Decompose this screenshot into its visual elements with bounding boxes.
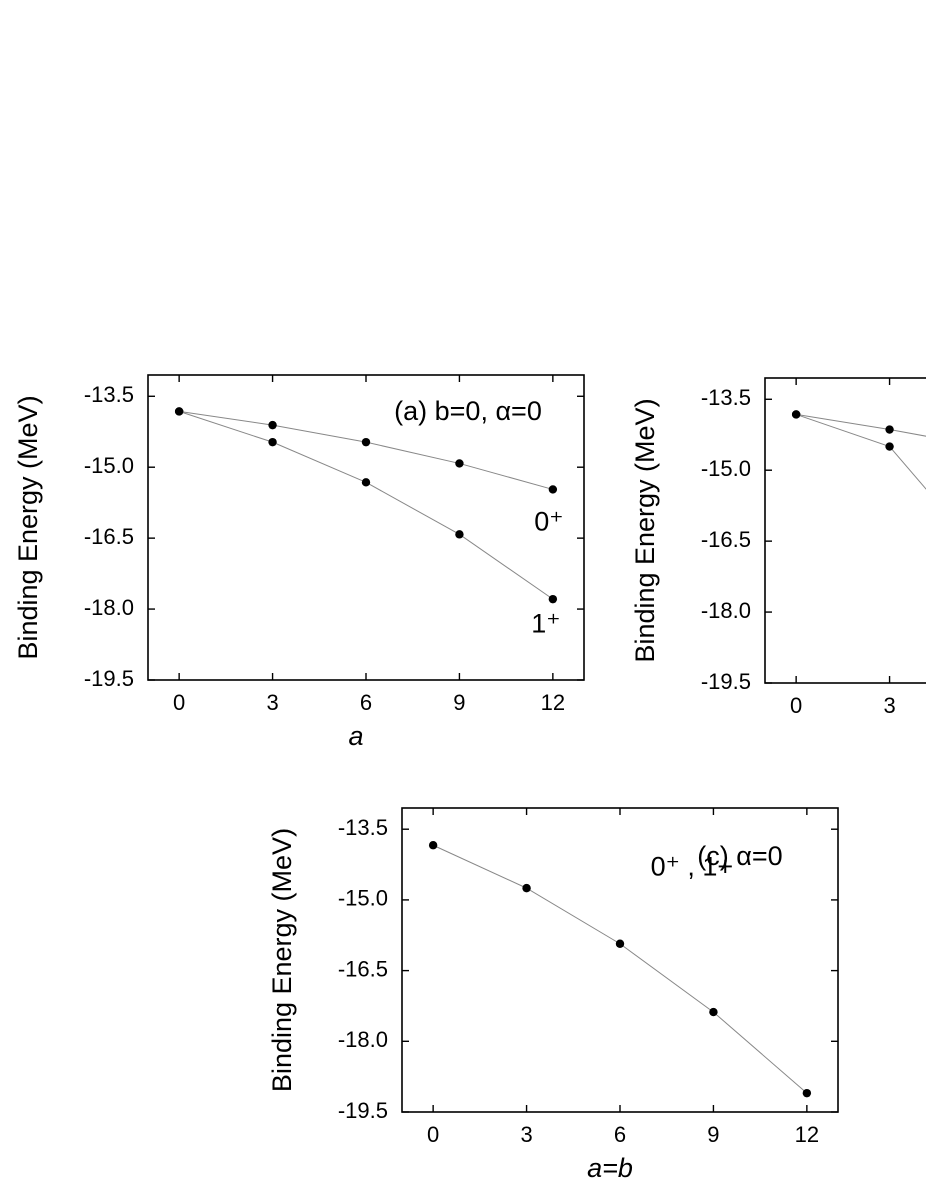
y-axis-label: Binding Energy (MeV) <box>13 395 43 659</box>
data-point <box>428 841 438 850</box>
x-tick-label: 0 <box>173 690 185 715</box>
data-point <box>455 459 464 468</box>
y-axis-label: Binding Energy (MeV) <box>267 828 297 1092</box>
x-tick-label: 9 <box>453 690 465 715</box>
data-point <box>709 1007 718 1017</box>
y-tick-label: -19.5 <box>338 1098 388 1123</box>
data-point <box>885 425 894 434</box>
data-point <box>791 410 801 419</box>
y-axis-label: Binding Energy (MeV) <box>630 398 660 662</box>
x-tick-label: 3 <box>266 690 278 715</box>
y-tick-label: -16.5 <box>84 524 134 549</box>
y-tick-label: -18.0 <box>701 598 751 623</box>
y-tick-label: -16.5 <box>701 527 751 552</box>
x-axis-label: a <box>348 721 363 751</box>
y-tick-label: -15.0 <box>701 456 751 481</box>
series-line <box>432 844 808 1094</box>
y-tick-label: -19.5 <box>84 666 134 691</box>
y-tick-label: -13.5 <box>701 385 751 410</box>
x-tick-label: 0 <box>427 1122 439 1147</box>
y-tick-label: -18.0 <box>338 1027 388 1052</box>
x-tick-label: 3 <box>883 693 895 718</box>
data-point <box>548 594 558 604</box>
y-tick-label: -18.0 <box>84 595 134 620</box>
series-label: 0⁺ <box>534 507 563 537</box>
x-tick-label: 12 <box>541 690 565 715</box>
panel: -13.5 -15.0 -16.5 -18.0 -19.5 0 3 6 9 12 Binding E… <box>267 807 839 1183</box>
x-tick-label: 12 <box>795 1122 819 1147</box>
plot-frame <box>764 377 926 684</box>
data-point <box>802 1088 812 1098</box>
y-tick-label: -15.0 <box>84 453 134 478</box>
data-point <box>548 485 558 494</box>
series-label: 1⁺ <box>531 608 560 638</box>
annotation: (c) α=0 <box>697 841 782 871</box>
series-line <box>795 413 926 490</box>
x-axis-label: a=b <box>587 1153 633 1183</box>
series-line <box>796 413 926 437</box>
data-point <box>455 530 464 539</box>
data-point <box>268 420 277 430</box>
series-label: 0⁺ , 1+ <box>651 851 734 881</box>
panel: -13.5 -15.0 -16.5 -18.0 -19.5 0 3 Binding Energ… <box>630 377 926 718</box>
data-point <box>885 442 894 451</box>
y-tick-label: -15.0 <box>338 886 388 911</box>
x-tick-label: 6 <box>360 690 372 715</box>
data-point <box>522 883 531 893</box>
y-tick-label: -16.5 <box>338 956 388 981</box>
data-point <box>174 407 184 416</box>
y-tick-label: -13.5 <box>84 382 134 407</box>
annotation: (a) b=0, α=0 <box>394 396 542 426</box>
x-tick-label: 6 <box>614 1122 626 1147</box>
x-tick-label: 3 <box>520 1122 532 1147</box>
x-tick-label: 0 <box>790 693 802 718</box>
data-point <box>361 437 371 447</box>
data-point <box>268 437 277 447</box>
y-tick-label: -19.5 <box>701 669 751 694</box>
y-tick-label: -13.5 <box>338 815 388 840</box>
data-point <box>361 478 371 487</box>
panel: -13.5 -15.0 -16.5 -18.0 -19.5 0 3 6 9 12 Binding E… <box>13 374 585 751</box>
x-tick-label: 9 <box>707 1122 719 1147</box>
data-point <box>615 939 625 948</box>
